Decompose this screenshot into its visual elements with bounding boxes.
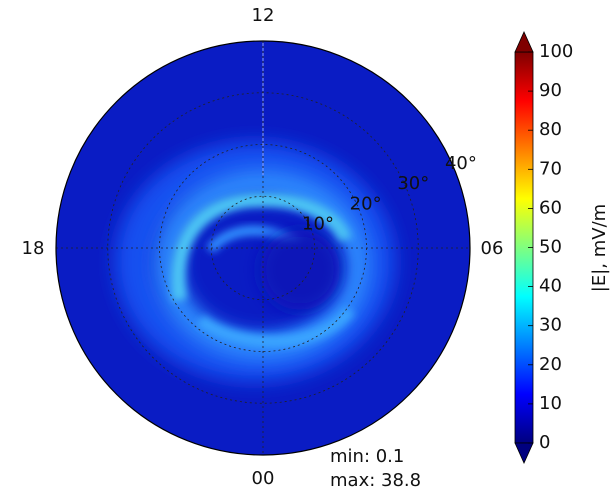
colorbar-tick-label: 80 (539, 119, 562, 140)
annotation: max: 38.8 (330, 470, 421, 491)
colorbar-tick-label: 0 (539, 432, 550, 453)
crosshair (56, 41, 470, 455)
r-tick-label: 40° (445, 153, 477, 174)
r-tick-label: 10° (302, 214, 334, 235)
colorbar-tick-label: 60 (539, 197, 562, 218)
colorbar-label: |E|, mV/m (589, 204, 610, 292)
theta-label: 00 (252, 468, 275, 489)
colorbar-tick-label: 90 (539, 80, 562, 101)
colorbar-tick-label: 30 (539, 315, 562, 336)
grid-ring (210, 195, 316, 301)
colorbar-tick-label: 100 (539, 41, 573, 62)
theta-label: 06 (481, 238, 504, 259)
colorbar-extend (514, 31, 534, 53)
colorbar-tick-label: 50 (539, 237, 562, 258)
r-tick-label: 30° (397, 173, 429, 194)
colorbar-extend (514, 442, 534, 464)
r-tick-label: 20° (350, 193, 382, 214)
colorbar-tick-label: 10 (539, 393, 562, 414)
theta-label: 18 (22, 238, 45, 259)
annotation: min: 0.1 (330, 446, 404, 467)
grid-ring (159, 144, 367, 352)
colorbar-tick-label: 70 (539, 158, 562, 179)
frame (55, 40, 471, 456)
theta-label: 12 (252, 5, 275, 26)
colorbar-tick-label: 40 (539, 276, 562, 297)
grid-ring (107, 92, 419, 404)
colorbar-tick-label: 20 (539, 354, 562, 375)
